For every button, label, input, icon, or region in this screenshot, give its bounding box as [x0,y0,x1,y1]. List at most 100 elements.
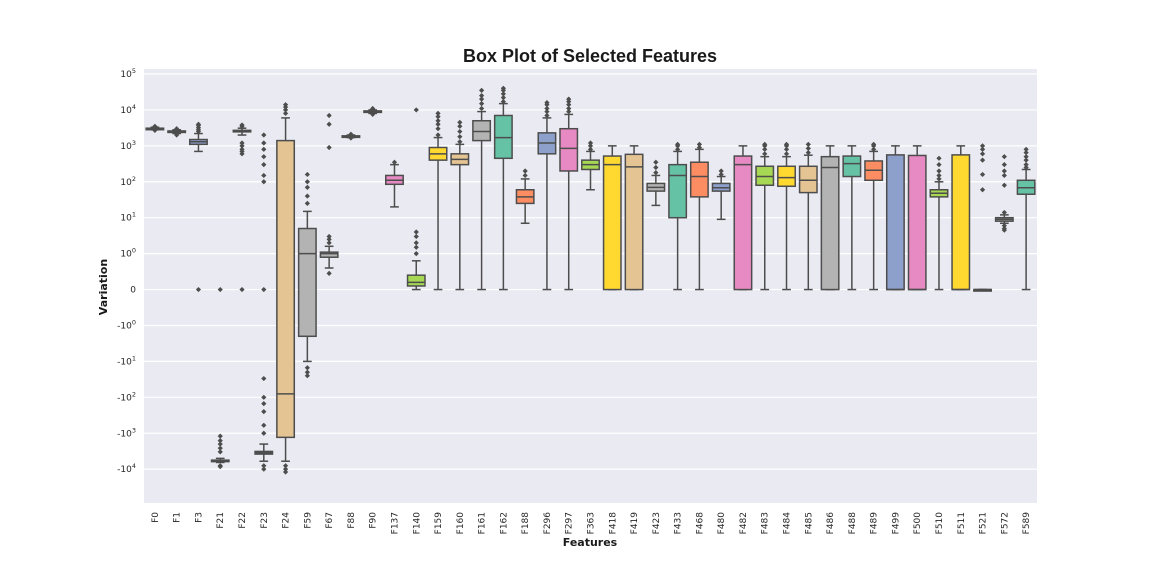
outlier-point [413,244,419,250]
outlier-point [500,95,506,101]
outlier-point [1001,162,1007,168]
box-body [842,155,862,178]
x-tick-label: F188 [521,512,531,535]
outlier-point [304,184,310,190]
y-tick-label: -100 [117,318,136,331]
outlier-point [282,466,289,472]
outlier-point [675,141,681,147]
outlier-point [261,430,267,436]
outlier-point [326,112,332,119]
outlier-point [152,123,158,129]
outlier-point [391,159,398,165]
box-body [472,119,492,142]
outlier-point [435,126,441,132]
x-tick-label: F500 [913,512,923,535]
x-tick-label: F3 [194,512,204,523]
outlier-point [326,144,332,151]
outlier-point [1023,146,1029,152]
x-tick-label: F296 [543,512,553,535]
outlier-point [500,91,506,97]
outlier-point [217,445,223,451]
x-tick-label: F159 [434,512,444,535]
outlier-point [783,146,790,152]
box-body [907,154,927,291]
outlier-point [239,146,245,152]
x-tick-label: F88 [347,512,357,529]
outlier-point [282,107,289,113]
outlier-point [805,149,811,156]
box-body [319,251,339,258]
box-F23 [254,132,274,472]
outlier-point [413,251,419,257]
outlier-point [1023,154,1029,160]
x-tick-label: F22 [238,512,248,529]
outlier-point [1023,157,1029,163]
outlier-point [435,118,441,124]
outlier-point [478,96,485,102]
boxes [145,85,1036,475]
outlier-point [413,233,419,240]
box-F90 [363,105,383,118]
box-body [733,155,753,291]
outlier-point [348,131,354,137]
x-tick-label: F489 [870,512,880,535]
outlier-point [587,146,594,152]
box-F24 [276,102,296,475]
x-tick-label: F1 [173,512,183,523]
outlier-point [936,176,942,182]
x-tick-label: F499 [891,512,901,535]
outlier-point [718,171,724,178]
box-F137 [385,159,404,208]
box-F297 [559,96,579,291]
outlier-point [435,121,441,127]
outlier-point [478,93,485,99]
outlier-point [261,463,267,469]
outlier-point [261,466,267,472]
outlier-point [500,99,506,105]
outlier-point [261,146,267,152]
outlier-point [326,121,332,127]
outlier-point [478,105,485,112]
x-tick-label: F483 [761,512,771,534]
y-tick-label: 102 [120,175,136,188]
outlier-point [261,179,267,185]
box-body [624,153,644,291]
outlier-point [152,127,158,133]
outlier-point [762,141,768,147]
box-F488 [842,145,862,291]
box-F521 [973,143,993,292]
x-tick-label: F419 [630,512,640,535]
outlier-point [936,172,942,179]
ticks: 105 104 103 102 101 100 0 -100 -101 -102 -103 -104 F… [117,67,1032,534]
x-tick-label: F433 [674,512,684,534]
outlier-point [282,469,289,475]
outlier-point [1023,149,1029,156]
box-body [297,227,317,338]
outlier-point [805,141,811,147]
y-tick-label: 105 [120,67,136,80]
x-tick-label: F486 [826,512,836,535]
outlier-point [1023,162,1029,168]
y-tick-label: 0 [130,286,136,296]
box-F483 [755,141,775,291]
x-tick-label: F160 [456,512,466,535]
outlier-point [979,151,986,157]
outlier-point [979,157,986,163]
box-body [689,161,709,198]
outlier-point [239,122,245,128]
outlier-point [478,100,485,107]
outlier-point [1001,209,1007,216]
y-tick-label: -101 [117,354,136,367]
box-F188 [515,168,535,225]
box-F499 [885,145,905,291]
outlier-point [239,140,245,146]
box-F433 [668,141,688,291]
x-tick-label: F488 [848,512,858,535]
outlier-point [217,449,223,455]
box-body [820,155,840,291]
outlier-point [936,155,942,161]
outlier-point [261,409,267,415]
box-body [668,163,688,219]
outlier-point [304,369,310,375]
